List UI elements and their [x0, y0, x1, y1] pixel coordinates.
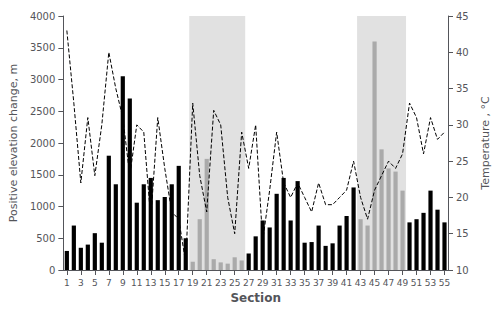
svg-text:Section: Section: [230, 291, 281, 305]
svg-text:49: 49: [397, 278, 409, 288]
svg-text:25: 25: [456, 156, 469, 167]
svg-text:29: 29: [257, 278, 269, 288]
svg-text:51: 51: [411, 278, 422, 288]
svg-text:25: 25: [229, 278, 240, 288]
svg-text:19: 19: [187, 278, 199, 288]
svg-text:3000: 3000: [30, 74, 55, 85]
svg-text:43: 43: [355, 278, 366, 288]
svg-text:37: 37: [313, 278, 324, 288]
svg-text:Positive elevation change, m: Positive elevation change, m: [7, 64, 20, 223]
svg-text:45: 45: [456, 11, 469, 22]
svg-text:55: 55: [439, 278, 450, 288]
svg-text:30: 30: [456, 119, 469, 130]
svg-text:20: 20: [456, 192, 469, 203]
svg-text:10: 10: [456, 265, 469, 276]
svg-text:5: 5: [92, 278, 98, 288]
svg-text:39: 39: [327, 278, 339, 288]
svg-text:27: 27: [243, 278, 254, 288]
svg-text:2000: 2000: [30, 138, 55, 149]
svg-text:45: 45: [369, 278, 380, 288]
svg-text:2500: 2500: [30, 106, 55, 117]
svg-text:41: 41: [341, 278, 352, 288]
svg-text:23: 23: [215, 278, 226, 288]
svg-text:1000: 1000: [30, 201, 55, 212]
svg-text:3500: 3500: [30, 42, 55, 53]
svg-text:0: 0: [49, 265, 55, 276]
svg-text:15: 15: [456, 228, 469, 239]
svg-text:500: 500: [36, 233, 55, 244]
svg-text:35: 35: [456, 83, 469, 94]
svg-text:9: 9: [120, 278, 126, 288]
svg-text:7: 7: [106, 278, 112, 288]
svg-text:53: 53: [425, 278, 436, 288]
svg-text:47: 47: [383, 278, 394, 288]
svg-text:31: 31: [271, 278, 282, 288]
svg-text:33: 33: [285, 278, 296, 288]
svg-text:3: 3: [78, 278, 84, 288]
svg-text:1500: 1500: [30, 169, 55, 180]
svg-text:17: 17: [173, 278, 184, 288]
svg-text:15: 15: [159, 278, 170, 288]
svg-text:Temperature , °C: Temperature , °C: [479, 96, 492, 191]
svg-text:13: 13: [145, 278, 156, 288]
svg-text:4000: 4000: [30, 11, 55, 22]
svg-text:1: 1: [64, 278, 70, 288]
svg-text:35: 35: [299, 278, 310, 288]
svg-text:11: 11: [131, 278, 142, 288]
svg-text:21: 21: [201, 278, 212, 288]
svg-text:40: 40: [456, 47, 469, 58]
